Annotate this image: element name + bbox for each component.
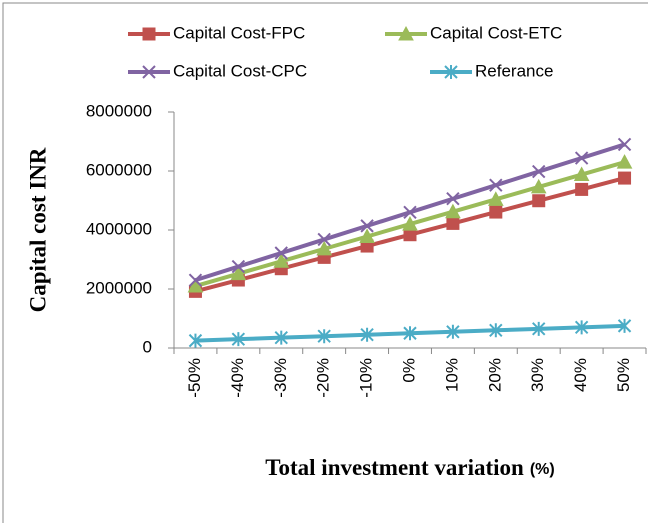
x-tick-label: 10% xyxy=(442,358,461,392)
marker xyxy=(616,154,633,169)
marker xyxy=(142,65,156,79)
marker xyxy=(188,273,203,287)
marker xyxy=(188,333,203,348)
x-tick-label: -50% xyxy=(185,358,204,398)
marker xyxy=(446,192,460,206)
marker xyxy=(532,164,546,179)
marker xyxy=(403,326,417,341)
marker xyxy=(573,166,590,182)
marker xyxy=(532,321,546,336)
y-tick-label: 2000000 xyxy=(86,278,152,297)
y-tick-label: 8000000 xyxy=(86,101,152,120)
marker xyxy=(360,327,374,342)
x-tick-label: -30% xyxy=(271,358,290,398)
marker xyxy=(398,25,414,41)
x-tick-label: 50% xyxy=(614,358,633,392)
marker xyxy=(403,205,417,220)
marker xyxy=(274,246,288,260)
marker xyxy=(274,330,288,345)
legend-item: Capital Cost-ETC xyxy=(385,23,562,42)
legend-item: Referance xyxy=(430,61,553,80)
marker xyxy=(359,228,375,243)
marker xyxy=(444,65,458,79)
x-tick-label: 20% xyxy=(485,358,504,392)
marker xyxy=(617,137,632,152)
marker xyxy=(231,332,246,347)
marker xyxy=(618,171,632,185)
x-axis-unit: (%) xyxy=(530,461,555,478)
marker xyxy=(574,320,589,335)
marker xyxy=(142,27,156,41)
x-tick-label: 0% xyxy=(399,358,418,383)
marker xyxy=(402,216,418,231)
marker xyxy=(360,219,374,233)
marker xyxy=(446,216,460,230)
legend-label: Capital Cost-FPC xyxy=(173,23,305,42)
marker xyxy=(489,178,503,192)
legend-item: Capital Cost-CPC xyxy=(128,61,307,80)
x-tick-label: 40% xyxy=(571,358,590,392)
marker xyxy=(187,277,204,293)
marker xyxy=(317,329,331,344)
y-axis-label: Capital cost INR xyxy=(25,147,50,312)
x-axis-title: Total investment variation xyxy=(265,455,524,480)
marker xyxy=(487,191,504,206)
x-tick-label: -40% xyxy=(228,358,247,398)
legend-item: Capital Cost-FPC xyxy=(128,23,305,42)
marker xyxy=(617,318,632,333)
marker xyxy=(575,182,589,196)
marker xyxy=(489,323,503,338)
marker xyxy=(530,178,547,194)
y-tick-label: 4000000 xyxy=(86,219,152,238)
x-tick-label: -10% xyxy=(357,358,376,398)
y-tick-label: 6000000 xyxy=(86,160,152,179)
y-tick-label: 0 xyxy=(143,337,152,356)
marker xyxy=(273,253,290,268)
marker xyxy=(532,194,546,208)
marker xyxy=(574,151,589,165)
marker xyxy=(446,324,460,339)
marker xyxy=(445,203,461,219)
marker xyxy=(231,259,246,274)
x-tick-label: -20% xyxy=(314,358,333,398)
marker xyxy=(317,232,331,247)
legend-label: Capital Cost-CPC xyxy=(173,61,307,80)
x-axis-label: Total investment variation (%) xyxy=(265,455,554,480)
legend-label: Capital Cost-ETC xyxy=(430,23,562,42)
marker xyxy=(316,240,333,256)
marker xyxy=(230,265,247,281)
x-tick-label: 30% xyxy=(528,358,547,392)
legend-label: Referance xyxy=(475,61,553,80)
marker xyxy=(489,205,503,219)
